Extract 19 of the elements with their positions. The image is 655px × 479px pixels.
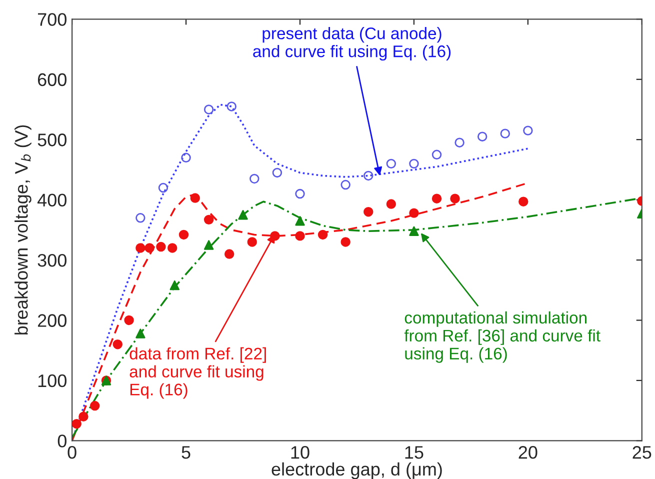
x-tick-label: 0 (68, 446, 76, 459)
y-tick-label: 700 (38, 13, 66, 26)
x-tick-label: 5 (182, 446, 190, 459)
y-axis-title: breakdown voltage, V$_{b}$ (V) (14, 125, 32, 334)
annotation: data from Ref. [22] and curve fit using Eq. (16) (130, 347, 266, 399)
x-tick-label: 20 (518, 446, 538, 459)
y-tick-label: 600 (38, 73, 66, 86)
annotation: present data (Cu anode) and curve fit using Eq. (16) (253, 27, 451, 61)
y-tick-label: 300 (38, 254, 66, 267)
x-tick-label: 25 (632, 446, 652, 459)
y-tick-label: 100 (38, 374, 66, 388)
x-tick-label: 15 (405, 446, 424, 459)
y-tick-label: 200 (38, 314, 66, 327)
x-tick-label: 10 (291, 446, 310, 459)
x-axis-title: electrode gap, d (μm) (272, 462, 442, 479)
y-tick-label: 400 (37, 194, 66, 207)
y-tick-label: 0 (58, 434, 66, 448)
y-tick-label: 500 (38, 134, 66, 146)
annotation: computational simulation from Ref. [36] and curve fit using Eq. (16) (404, 311, 600, 363)
